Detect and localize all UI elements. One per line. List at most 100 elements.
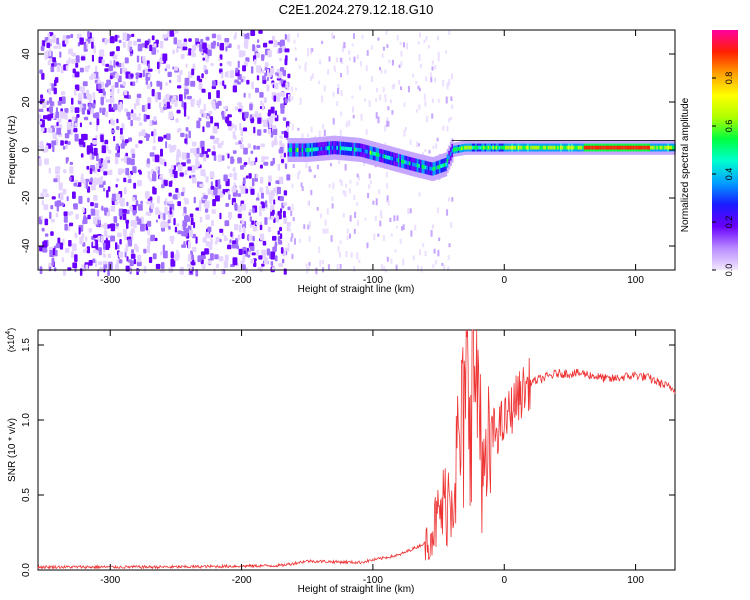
- spectrogram-cell: [257, 114, 260, 118]
- spectrogram-cell: [279, 226, 282, 232]
- spectrogram-band-core: [634, 145, 637, 150]
- spectrogram-band-core: [412, 162, 415, 167]
- spectrogram-band-core: [498, 145, 501, 150]
- spectrogram-cell: [104, 38, 108, 45]
- spectrogram-cell: [170, 113, 175, 117]
- spectrogram-cell: [115, 146, 119, 151]
- spectrogram-band-core: [635, 145, 638, 150]
- spectrogram-band-core: [621, 145, 624, 150]
- spectrogram-cell: [72, 243, 77, 252]
- spectrogram-cell: [375, 98, 378, 102]
- spectrogram-cell: [148, 256, 153, 263]
- spectrogram-cell: [123, 177, 127, 183]
- spectrogram-cell: [186, 216, 190, 222]
- spectrogram-cell: [142, 55, 146, 62]
- spectrogram-cell: [419, 32, 421, 38]
- spectrogram-cell: [448, 30, 451, 36]
- spectrogram-cell: [210, 63, 214, 66]
- spectrogram-cell: [272, 128, 278, 136]
- spectrogram-cell: [253, 145, 256, 150]
- spectrogram-band-core: [571, 145, 574, 150]
- spectrogram-cell: [48, 87, 52, 95]
- spectrogram-cell: [41, 72, 45, 80]
- spectrogram-cell: [198, 78, 203, 83]
- spectrogram-cell: [448, 243, 451, 248]
- spectrogram-cell: [125, 167, 130, 176]
- spectrogram-cell: [250, 30, 256, 36]
- spectrogram-band-core: [593, 145, 596, 150]
- spectrogram-cell: [48, 167, 51, 174]
- spectrogram-band-core: [426, 165, 429, 170]
- spectrogram-cell: [117, 244, 120, 250]
- spectrogram-cell: [155, 166, 159, 171]
- spectrogram-band-core: [437, 165, 440, 170]
- spectrogram-cell: [152, 186, 155, 194]
- spectrogram-cell: [277, 211, 282, 217]
- spectrogram-cell: [390, 99, 392, 104]
- spectrogram-cell: [103, 171, 108, 176]
- spectrogram-band-core: [599, 145, 602, 150]
- spectrogram-cell: [104, 139, 109, 145]
- spectrogram-band-core: [506, 145, 509, 150]
- spectrogram-cell: [245, 175, 249, 179]
- spectrogram-cell: [92, 258, 96, 264]
- spectrogram-cell: [136, 55, 140, 63]
- spectrogram-band-core: [377, 152, 380, 157]
- spectrogram-cell: [255, 52, 260, 58]
- spectrogram-cell: [137, 180, 142, 187]
- spectrogram-band-core: [382, 154, 385, 158]
- spectrogram-cell: [88, 228, 92, 233]
- spectrogram-cell: [126, 223, 129, 229]
- spectrogram-cell: [184, 198, 189, 205]
- spectrogram-cell: [154, 92, 158, 100]
- spectrogram-band-core: [546, 145, 548, 150]
- spectrogram-cell: [101, 168, 104, 172]
- spectrogram-cell: [225, 203, 230, 207]
- spectrogram-cell: [314, 135, 316, 139]
- spectrogram-band-core: [434, 166, 437, 171]
- spectrogram-cell: [107, 224, 110, 229]
- spectrogram-cell: [277, 230, 280, 235]
- spectrogram-cell: [86, 246, 90, 254]
- spectrogram-cell: [95, 163, 99, 170]
- spectrogram-cell: [307, 200, 310, 206]
- spectrogram-cell: [53, 267, 57, 272]
- snr-multiplier-suffix: ): [6, 328, 16, 331]
- spectrogram-cell: [122, 41, 126, 48]
- spectrogram-cell: [279, 67, 285, 72]
- spectrogram-cell: [332, 118, 335, 125]
- spectrogram-cell: [140, 130, 146, 137]
- spectrogram-cell: [450, 222, 453, 228]
- spectrogram-cell: [284, 34, 287, 40]
- spectrogram-cell: [360, 113, 363, 121]
- spectrogram-cell: [216, 42, 220, 47]
- spectrogram-cell: [424, 101, 427, 107]
- spectrogram-cell: [160, 107, 164, 113]
- spectrogram-band-core: [520, 145, 523, 150]
- spectrogram-cell: [219, 42, 225, 51]
- spectrogram-cell: [119, 101, 123, 109]
- spectrogram-band-core: [304, 148, 307, 152]
- spectrogram-cell: [131, 249, 135, 254]
- spectrogram-cell: [79, 37, 84, 45]
- spectrogram-cell: [165, 141, 168, 149]
- spectrogram-cell: [232, 150, 237, 154]
- spectrogram-cell: [273, 199, 276, 205]
- spectrogram-cell: [102, 254, 107, 258]
- spectrogram-cell: [98, 88, 103, 94]
- spectrogram-cell: [168, 200, 174, 204]
- spectrogram-cell: [339, 57, 342, 63]
- spectrogram-cell: [155, 263, 161, 269]
- spectrogram-cell: [147, 237, 151, 246]
- spectrogram-cell: [51, 258, 55, 266]
- spectrogram-cell: [83, 116, 89, 121]
- spectrogram-cell: [52, 57, 56, 63]
- spectrogram-cell: [124, 251, 127, 258]
- spectrogram-cell: [269, 192, 274, 199]
- spectrogram-cell: [128, 137, 133, 142]
- spectrogram-cell: [287, 242, 290, 248]
- spectrogram-cell: [298, 170, 301, 175]
- spectrogram-cell: [434, 77, 436, 83]
- spectrogram-cell: [269, 72, 272, 78]
- spectrogram-cell: [60, 111, 65, 119]
